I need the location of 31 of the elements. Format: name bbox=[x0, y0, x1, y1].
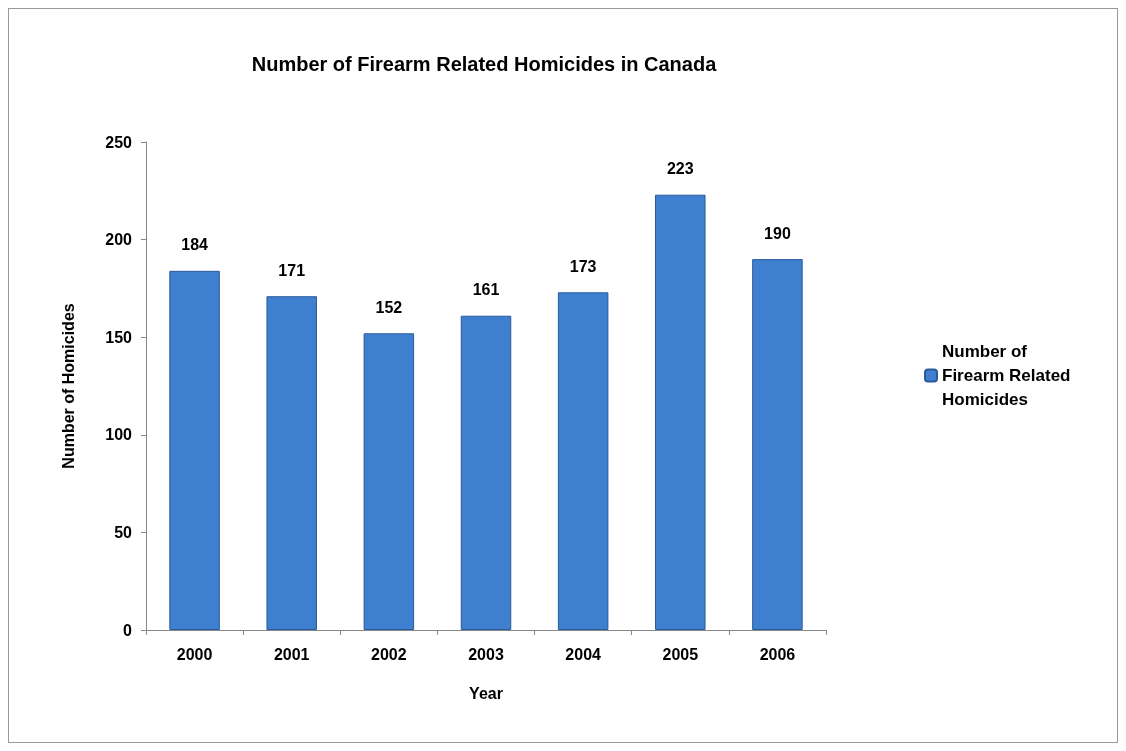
bar bbox=[655, 194, 706, 630]
data-label: 152 bbox=[375, 298, 403, 316]
data-label: 223 bbox=[666, 160, 694, 178]
y-tick-label: 0 bbox=[123, 621, 133, 639]
x-tick-label: 2006 bbox=[759, 645, 796, 663]
y-tick-label: 250 bbox=[105, 133, 133, 151]
x-tick-label: 2000 bbox=[176, 645, 213, 663]
x-tick-label: 2004 bbox=[565, 645, 602, 663]
data-label: 173 bbox=[569, 257, 597, 275]
y-tick-label: 100 bbox=[105, 426, 133, 444]
x-axis-title: Year bbox=[469, 684, 503, 702]
data-label: 161 bbox=[472, 281, 500, 299]
bar bbox=[169, 270, 220, 630]
data-label: 184 bbox=[181, 236, 209, 254]
bar bbox=[266, 296, 317, 630]
x-tick-label: 2005 bbox=[662, 645, 699, 663]
x-tick-label: 2003 bbox=[468, 645, 504, 663]
bar bbox=[363, 333, 415, 630]
data-label: 171 bbox=[278, 261, 306, 279]
x-tick-label: 2001 bbox=[273, 645, 310, 663]
y-tick-label: 200 bbox=[105, 231, 133, 249]
y-tick-label: 50 bbox=[114, 523, 133, 541]
data-label: 190 bbox=[764, 224, 791, 242]
chart-title: Number of Firearm Related Homicides in Canada bbox=[251, 53, 718, 75]
legend-label: Number of Firearm Related Homicides bbox=[942, 342, 1076, 409]
bar bbox=[460, 315, 512, 630]
bar bbox=[752, 259, 803, 630]
bar bbox=[557, 292, 609, 630]
y-axis-title: Number of Homicides bbox=[59, 303, 77, 469]
y-tick-label: 150 bbox=[105, 328, 133, 346]
x-tick-label: 2002 bbox=[371, 645, 407, 663]
